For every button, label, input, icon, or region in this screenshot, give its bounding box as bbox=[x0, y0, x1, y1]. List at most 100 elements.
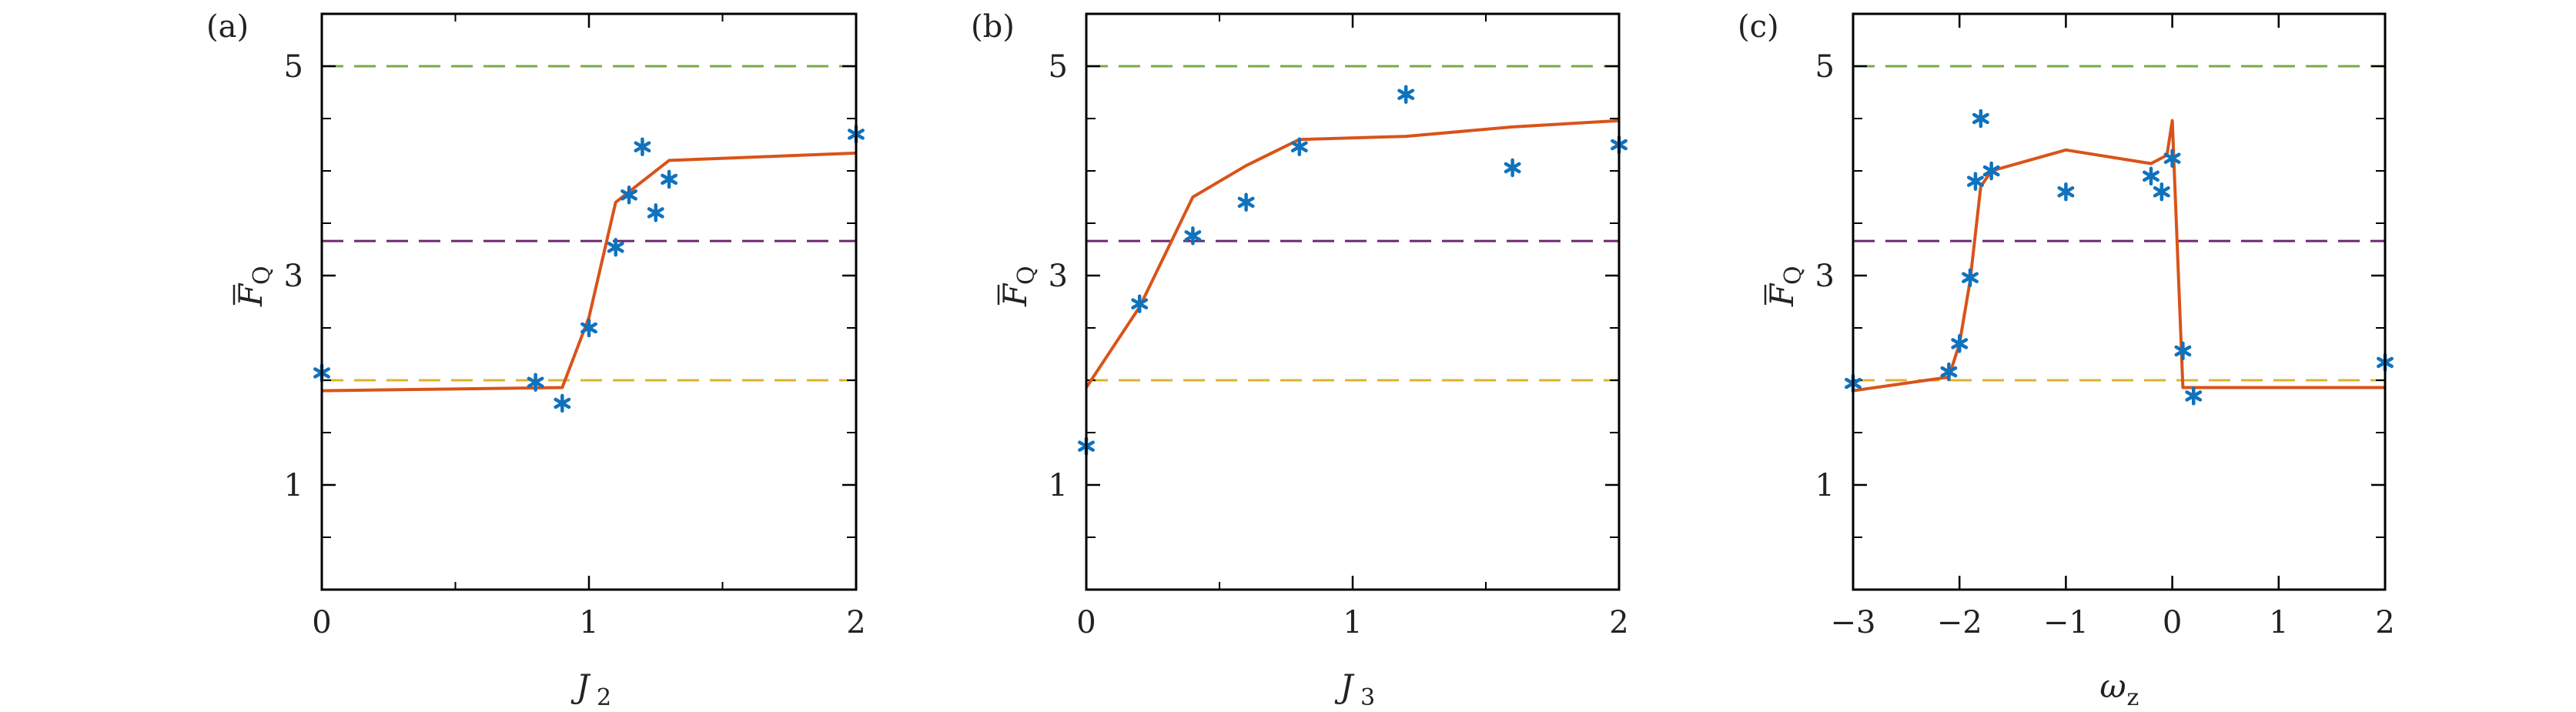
data-point-marker bbox=[1131, 294, 1149, 313]
data-point-marker bbox=[621, 186, 637, 205]
data-point-marker bbox=[647, 203, 664, 222]
marker-stroke bbox=[2143, 170, 2159, 182]
y-axis-label-group: FQ bbox=[1763, 266, 1807, 307]
x-tick-label: 2 bbox=[2375, 605, 2394, 640]
data-point-marker bbox=[1184, 226, 1202, 246]
x-tick-label: 0 bbox=[312, 605, 331, 640]
data-point-marker bbox=[1982, 161, 2000, 181]
data-point-marker bbox=[634, 137, 651, 156]
y-tick-label: 5 bbox=[284, 49, 303, 85]
x-tick-label: 2 bbox=[1609, 605, 1628, 640]
marker-stroke bbox=[607, 242, 624, 253]
data-point-marker bbox=[1966, 172, 1984, 191]
fit-line bbox=[321, 151, 857, 393]
y-axis-label-subscript: Q bbox=[249, 266, 276, 285]
marker-stroke bbox=[1962, 272, 1979, 283]
fit-line bbox=[1852, 119, 2385, 393]
x-tick-label: 2 bbox=[846, 605, 865, 640]
data-point-marker bbox=[1290, 137, 1308, 156]
marker-stroke bbox=[1966, 175, 1984, 187]
marker-stroke bbox=[1131, 298, 1149, 309]
y-tick-label: 3 bbox=[1815, 259, 1835, 294]
marker-stroke bbox=[2174, 345, 2192, 357]
plot-frame bbox=[1085, 12, 1621, 591]
data-point-marker bbox=[1397, 85, 1415, 104]
x-axis-label: ω bbox=[2099, 667, 2126, 705]
panel-label: (b) bbox=[971, 9, 1015, 45]
y-tick-label: 5 bbox=[1815, 49, 1835, 85]
y-axis-label-subscript: Q bbox=[1013, 266, 1040, 285]
x-axis-label-subscript: z bbox=[2127, 684, 2139, 711]
marker-stroke bbox=[1504, 162, 1521, 174]
marker-stroke bbox=[2057, 186, 2075, 198]
marker-stroke bbox=[1397, 89, 1415, 100]
y-tick-label: 1 bbox=[1815, 468, 1835, 503]
x-tick-label: −1 bbox=[2043, 605, 2089, 640]
y-axis-label-group: FQ bbox=[232, 266, 276, 307]
x-tick-label: 1 bbox=[2269, 605, 2288, 640]
marker-stroke bbox=[1982, 165, 2000, 177]
y-tick-label: 1 bbox=[1049, 468, 1068, 503]
data-point-marker bbox=[661, 169, 678, 189]
data-point-marker bbox=[2185, 386, 2203, 406]
y-tick-label: 1 bbox=[284, 468, 303, 503]
marker-stroke bbox=[621, 189, 637, 201]
marker-stroke bbox=[1940, 366, 1958, 378]
marker-stroke bbox=[647, 207, 664, 219]
x-tick-label: −2 bbox=[1937, 605, 1982, 640]
marker-stroke bbox=[2153, 186, 2170, 198]
plot-frame bbox=[1852, 12, 2387, 591]
marker-stroke bbox=[634, 141, 651, 152]
y-axis-label: F bbox=[996, 282, 1034, 307]
panel-label: (a) bbox=[206, 9, 249, 45]
data-point-marker bbox=[2057, 182, 2075, 202]
x-axis-label: J bbox=[1334, 667, 1355, 705]
x-tick-label: 1 bbox=[1343, 605, 1362, 640]
data-point-marker bbox=[1962, 268, 1979, 287]
marker-stroke bbox=[2185, 390, 2203, 402]
marker-stroke bbox=[661, 173, 678, 186]
data-point-marker bbox=[2163, 149, 2181, 168]
marker-stroke bbox=[1237, 196, 1255, 209]
marker-stroke bbox=[1290, 141, 1308, 152]
data-point-marker bbox=[2153, 182, 2170, 202]
data-point-marker bbox=[2143, 166, 2159, 186]
chart-panel-3: −3 −2 −1 0 1 2 1 3 5 (c) ω z FQ bbox=[1738, 9, 2395, 711]
data-point-marker bbox=[1940, 362, 1958, 382]
x-axis-label-subscript: 2 bbox=[597, 684, 611, 711]
x-tick-label: −3 bbox=[1831, 605, 1876, 640]
x-axis-label: J bbox=[570, 667, 591, 705]
data-point-marker bbox=[1504, 158, 1521, 178]
data-point-marker bbox=[1237, 192, 1255, 212]
data-point-marker bbox=[580, 318, 597, 338]
marker-stroke bbox=[2163, 152, 2181, 164]
x-tick-label: 0 bbox=[1076, 605, 1096, 640]
panel-label: (c) bbox=[1738, 9, 1779, 45]
marker-stroke bbox=[527, 376, 544, 388]
plot-frame bbox=[320, 12, 858, 591]
marker-stroke bbox=[1184, 230, 1202, 242]
y-tick-label: 5 bbox=[1049, 49, 1068, 85]
y-axis-label-group: FQ bbox=[996, 266, 1040, 307]
y-axis-label: F bbox=[1763, 282, 1801, 307]
data-point-marker bbox=[607, 238, 624, 257]
data-point-marker bbox=[1972, 109, 1989, 129]
x-axis-label-subscript: 3 bbox=[1360, 684, 1375, 711]
fit-line bbox=[1085, 119, 1620, 389]
marker-stroke bbox=[554, 397, 571, 409]
data-point-marker bbox=[1951, 334, 1969, 353]
y-tick-label: 3 bbox=[1049, 259, 1068, 294]
data-point-marker bbox=[554, 393, 571, 413]
data-point-marker bbox=[527, 373, 544, 392]
marker-stroke bbox=[1951, 338, 1969, 349]
x-tick-label: 0 bbox=[2163, 605, 2182, 640]
marker-stroke bbox=[1972, 112, 1989, 125]
y-axis-label-subscript: Q bbox=[1780, 266, 1807, 285]
y-axis-label: F bbox=[232, 282, 269, 307]
x-tick-label: 1 bbox=[579, 605, 598, 640]
marker-stroke bbox=[580, 322, 597, 334]
y-tick-label: 3 bbox=[284, 259, 303, 294]
